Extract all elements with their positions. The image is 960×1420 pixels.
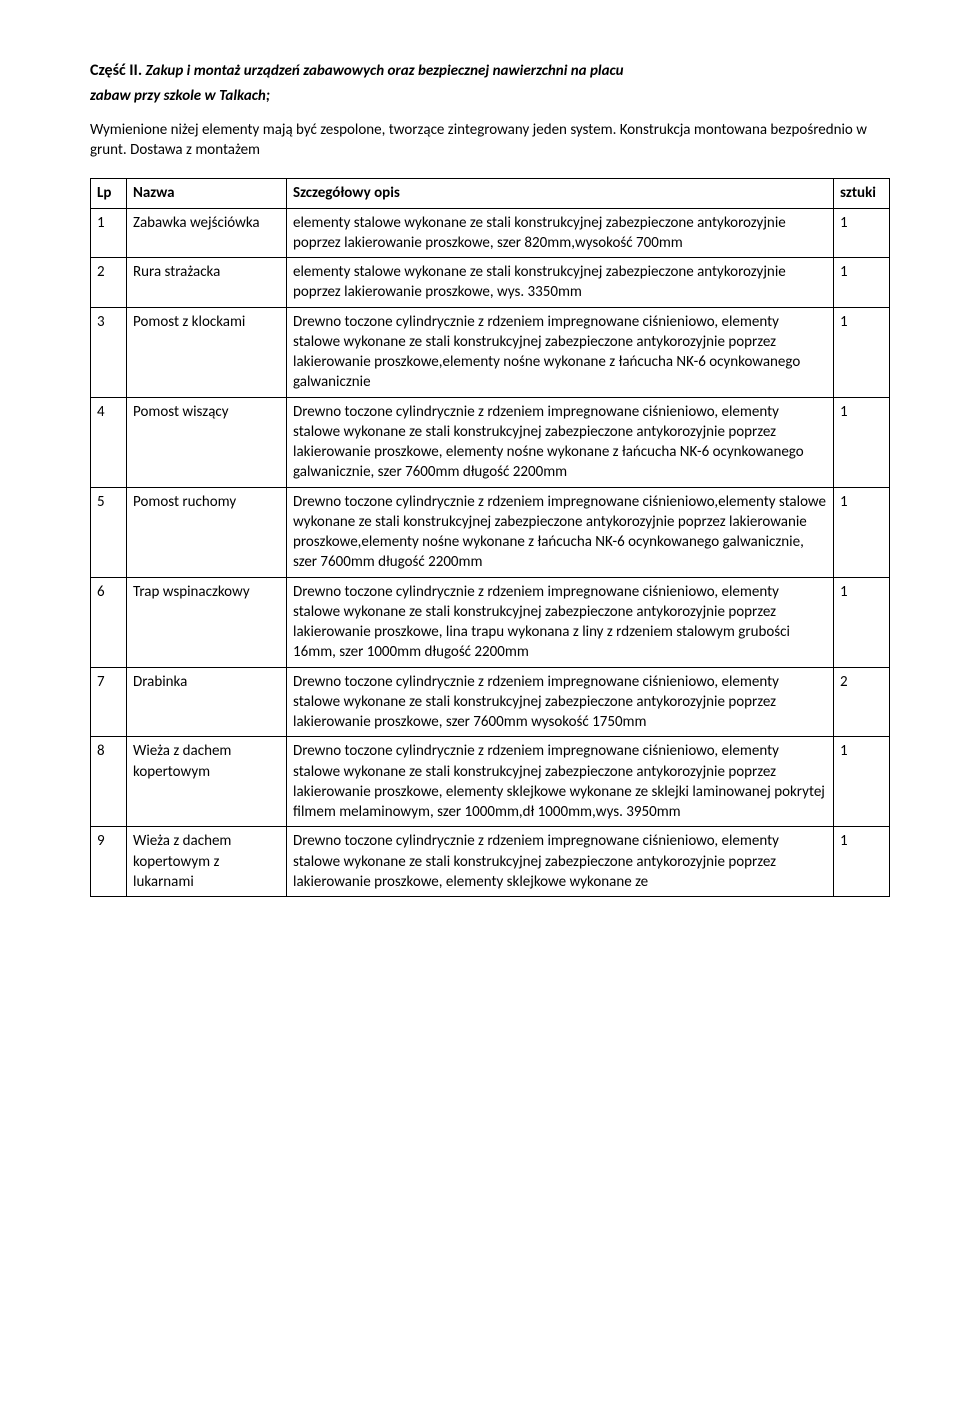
- cell-lp: 6: [91, 577, 127, 667]
- cell-qty: 1: [834, 208, 890, 258]
- cell-name: Pomost ruchomy: [127, 487, 287, 577]
- cell-qty: 1: [834, 397, 890, 487]
- heading-prefix: Część II.: [90, 61, 142, 80]
- intro-paragraph: Wymienione niżej elementy mają być zespo…: [90, 120, 890, 161]
- cell-qty: 1: [834, 577, 890, 667]
- heading-title-line2: zabaw przy szkole w Talkach;: [90, 87, 270, 105]
- table-row: 7DrabinkaDrewno toczone cylindrycznie z …: [91, 667, 890, 737]
- cell-desc: Drewno toczone cylindrycznie z rdzeniem …: [287, 397, 834, 487]
- col-qty: sztuki: [834, 179, 890, 208]
- cell-qty: 2: [834, 667, 890, 737]
- cell-name: Pomost z klockami: [127, 307, 287, 397]
- document-heading: Część II. Zakup i montaż urządzeń zabawo…: [90, 60, 890, 82]
- col-desc: Szczegółowy opis: [287, 179, 834, 208]
- cell-desc: Drewno toczone cylindrycznie z rdzeniem …: [287, 487, 834, 577]
- table-row: 1Zabawka wejściówkaelementy stalowe wyko…: [91, 208, 890, 258]
- heading-title-line1: Zakup i montaż urządzeń zabawowych oraz …: [146, 62, 624, 80]
- cell-desc: Drewno toczone cylindrycznie z rdzeniem …: [287, 577, 834, 667]
- cell-desc: Drewno toczone cylindrycznie z rdzeniem …: [287, 307, 834, 397]
- col-name: Nazwa: [127, 179, 287, 208]
- cell-name: Wieża z dachem kopertowym z lukarnami: [127, 827, 287, 897]
- cell-lp: 8: [91, 737, 127, 827]
- cell-name: Rura strażacka: [127, 258, 287, 308]
- cell-lp: 7: [91, 667, 127, 737]
- cell-name: Trap wspinaczkowy: [127, 577, 287, 667]
- cell-name: Zabawka wejściówka: [127, 208, 287, 258]
- cell-desc: Drewno toczone cylindrycznie z rdzeniem …: [287, 827, 834, 897]
- cell-desc: Drewno toczone cylindrycznie z rdzeniem …: [287, 667, 834, 737]
- cell-lp: 9: [91, 827, 127, 897]
- table-row: 8Wieża z dachem kopertowymDrewno toczone…: [91, 737, 890, 827]
- cell-qty: 1: [834, 827, 890, 897]
- cell-name: Drabinka: [127, 667, 287, 737]
- cell-desc: Drewno toczone cylindrycznie z rdzeniem …: [287, 737, 834, 827]
- table-row: 6Trap wspinaczkowyDrewno toczone cylindr…: [91, 577, 890, 667]
- table-row: 4Pomost wiszącyDrewno toczone cylindrycz…: [91, 397, 890, 487]
- table-row: 3Pomost z klockamiDrewno toczone cylindr…: [91, 307, 890, 397]
- table-row: 2Rura strażackaelementy stalowe wykonane…: [91, 258, 890, 308]
- cell-lp: 1: [91, 208, 127, 258]
- cell-lp: 4: [91, 397, 127, 487]
- equipment-table: Lp Nazwa Szczegółowy opis sztuki 1Zabawk…: [90, 178, 890, 897]
- col-lp: Lp: [91, 179, 127, 208]
- table-row: 5Pomost ruchomyDrewno toczone cylindrycz…: [91, 487, 890, 577]
- cell-qty: 1: [834, 258, 890, 308]
- table-row: 9Wieża z dachem kopertowym z lukarnamiDr…: [91, 827, 890, 897]
- cell-qty: 1: [834, 307, 890, 397]
- table-header-row: Lp Nazwa Szczegółowy opis sztuki: [91, 179, 890, 208]
- cell-desc: elementy stalowe wykonane ze stali konst…: [287, 258, 834, 308]
- cell-qty: 1: [834, 487, 890, 577]
- cell-name: Pomost wiszący: [127, 397, 287, 487]
- cell-desc: elementy stalowe wykonane ze stali konst…: [287, 208, 834, 258]
- cell-name: Wieża z dachem kopertowym: [127, 737, 287, 827]
- cell-lp: 5: [91, 487, 127, 577]
- cell-qty: 1: [834, 737, 890, 827]
- cell-lp: 3: [91, 307, 127, 397]
- cell-lp: 2: [91, 258, 127, 308]
